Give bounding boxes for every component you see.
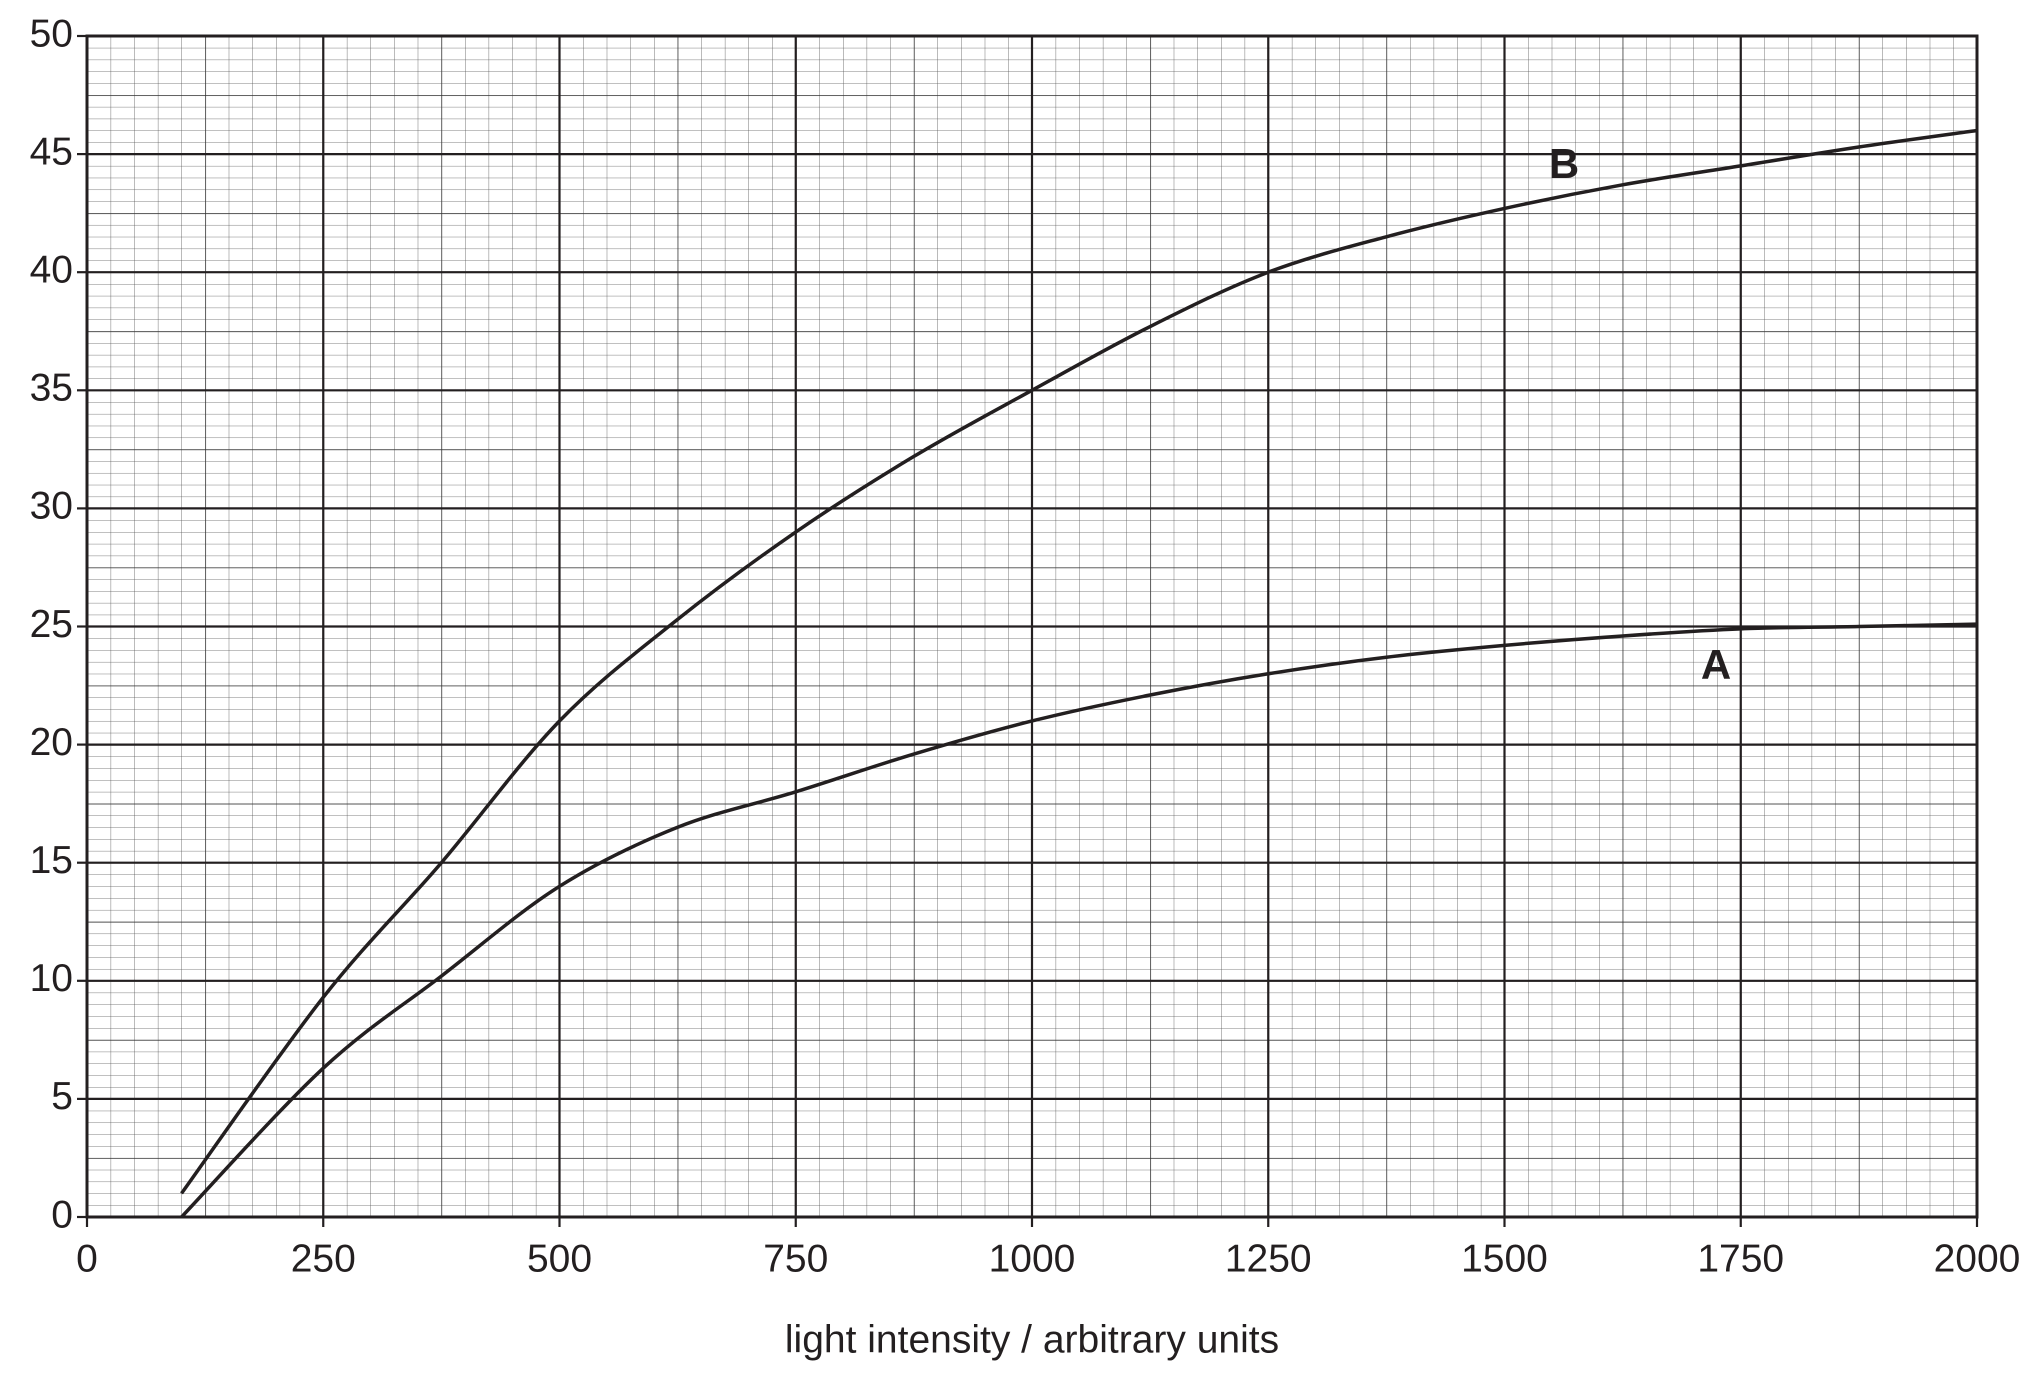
x-tick-label: 500 — [527, 1237, 592, 1280]
x-tick-label: 1000 — [989, 1237, 1076, 1280]
y-tick-label: 15 — [30, 839, 73, 882]
y-tick-label: 45 — [30, 130, 73, 173]
x-tick-label: 1500 — [1461, 1237, 1548, 1280]
x-tick-label: 2000 — [1934, 1237, 2021, 1280]
data-line — [180, 128, 1978, 1195]
x-tick-label: 1750 — [1697, 1237, 1784, 1280]
x-axis-label: light intensity / arbitrary units — [785, 1318, 1279, 1361]
x-tick-label: 750 — [763, 1237, 828, 1280]
y-tick-label: 5 — [51, 1075, 73, 1118]
x-tick-label: 0 — [76, 1237, 98, 1280]
y-tick-label: 10 — [30, 957, 73, 1000]
plot-frame — [85, 34, 1979, 1219]
y-tick-label: 20 — [30, 721, 73, 764]
y-tick-label: 0 — [51, 1193, 73, 1236]
series-label: B — [1549, 140, 1579, 187]
y-tick-label: 50 — [30, 12, 73, 55]
y-tick-label: 25 — [30, 603, 73, 646]
y-tick-label: 40 — [30, 248, 73, 291]
series-label: A — [1701, 641, 1731, 688]
data-line — [180, 622, 1978, 1219]
x-tick-label: 250 — [291, 1237, 356, 1280]
y-tick-label: 35 — [30, 367, 73, 410]
x-tick-label: 1250 — [1225, 1237, 1312, 1280]
y-tick-label: 30 — [30, 485, 73, 528]
